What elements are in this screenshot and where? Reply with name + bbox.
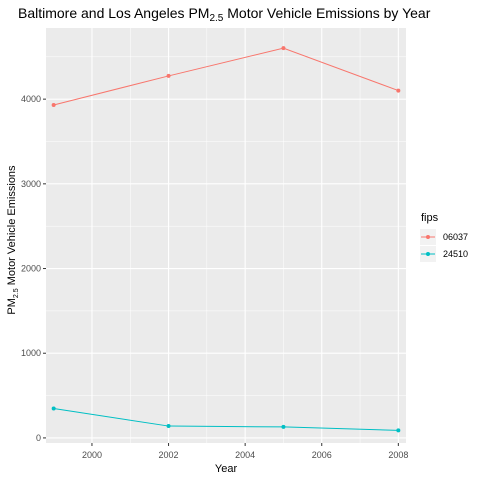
x-tick-label: 2004 (235, 450, 255, 460)
series-line-24510 (53, 408, 399, 431)
x-tick-label: 2006 (312, 450, 332, 460)
y-axis-title-prefix: PM (6, 298, 18, 315)
data-point-06037 (396, 88, 401, 93)
legend-label: 24510 (443, 249, 468, 259)
data-point-06037 (51, 102, 56, 107)
x-axis: 2000 2002 2004 2006 2008 (82, 443, 408, 460)
data-point-06037 (166, 73, 171, 78)
y-tick-label: 1000 (21, 348, 41, 358)
y-tick-label: 3000 (21, 179, 41, 189)
data-point-24510 (166, 424, 171, 429)
x-tick-label: 2008 (388, 450, 408, 460)
x-tick-label: 2002 (159, 450, 179, 460)
chart-title-prefix: Baltimore and Los Angeles PM (18, 5, 209, 21)
y-axis-title-suffix: Motor Vehicle Emissions (6, 165, 18, 288)
minor-gridlines (46, 28, 406, 443)
x-tick-label: 2000 (82, 450, 102, 460)
data-point-06037 (281, 46, 286, 51)
data-point-24510 (281, 424, 286, 429)
major-gridlines (46, 28, 406, 443)
series-line-06037 (53, 47, 399, 106)
chart-title: Baltimore and Los Angeles PM2.5 Motor Ve… (18, 5, 431, 24)
chart-title-suffix: Motor Vehicle Emissions by Year (223, 5, 430, 21)
y-tick-label: 2000 (21, 264, 41, 274)
y-axis-title-subscript: 2.5 (13, 288, 20, 298)
y-axis-title: PM2.5 Motor Vehicle Emissions (6, 165, 20, 315)
legend: fips 06037 24510 (420, 212, 468, 262)
y-axis: 0 1000 2000 3000 4000 (21, 94, 46, 443)
y-tick-label: 0 (36, 433, 41, 443)
legend-key-point (426, 252, 430, 256)
legend-label: 06037 (443, 232, 468, 242)
data-point-24510 (51, 406, 56, 411)
legend-key-point (426, 235, 430, 239)
chart-title-subscript: 2.5 (209, 13, 223, 24)
legend-title: fips (421, 212, 439, 224)
data-point-24510 (396, 428, 401, 433)
y-tick-label: 4000 (21, 94, 41, 104)
series-layer (51, 46, 401, 433)
x-axis-title: Year (215, 463, 238, 475)
plot-panel (46, 28, 406, 443)
